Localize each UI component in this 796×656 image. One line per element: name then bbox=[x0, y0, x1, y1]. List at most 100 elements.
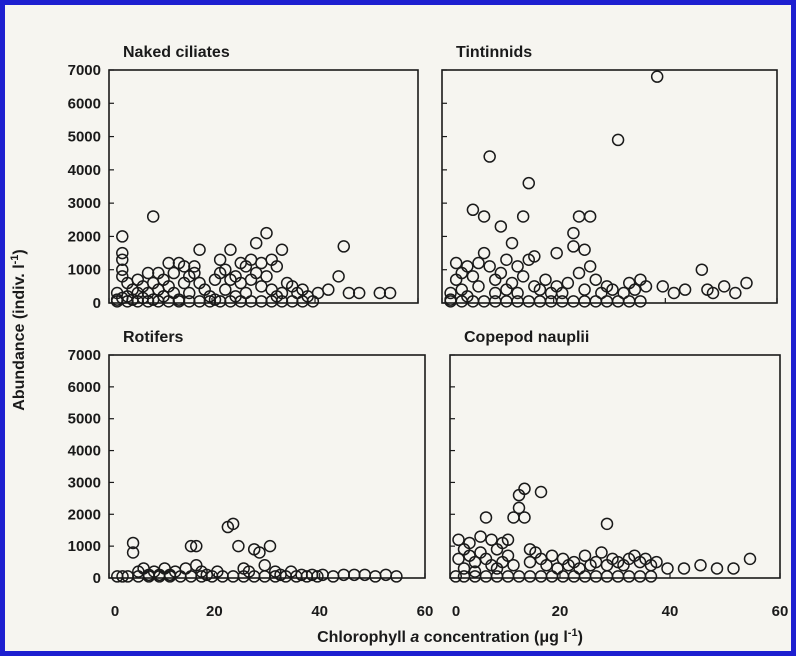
tintinnids-point bbox=[561, 276, 575, 290]
naked-ciliates-point bbox=[219, 263, 232, 276]
tintinnids-plot-frame bbox=[441, 69, 778, 304]
copepod-nauplii-point bbox=[507, 559, 520, 572]
naked-ciliates-y-tick-label: 1000 bbox=[68, 262, 101, 279]
tintinnids-point bbox=[477, 295, 491, 308]
tintinnids-point bbox=[449, 256, 463, 270]
tintinnids-point bbox=[483, 150, 496, 163]
copepod-nauplii-x-tick-label: 0 bbox=[452, 603, 460, 620]
copepod-nauplii-point bbox=[474, 530, 487, 543]
naked-ciliates-point bbox=[183, 286, 196, 300]
naked-ciliates-point bbox=[255, 295, 268, 308]
tintinnids-point bbox=[617, 286, 630, 300]
rotifers-x-tick-label: 0 bbox=[111, 603, 119, 620]
copepod-nauplii-point bbox=[727, 562, 740, 575]
copepod-nauplii-point bbox=[545, 570, 559, 583]
copepod-nauplii-point bbox=[710, 562, 724, 575]
tintinnids-point bbox=[611, 133, 625, 147]
copepod-nauplii-point bbox=[578, 570, 592, 583]
rotifers-point bbox=[116, 570, 129, 583]
tintinnids-point bbox=[634, 295, 647, 308]
tintinnids-point bbox=[556, 295, 569, 308]
rotifers-y-tick-label: 3000 bbox=[68, 474, 101, 491]
rotifers-point bbox=[226, 517, 240, 531]
rotifers-point bbox=[184, 539, 198, 553]
rotifers-y-tick-label: 1000 bbox=[68, 538, 101, 555]
naked-ciliates-y-tick-label: 3000 bbox=[68, 195, 101, 212]
tintinnids-point bbox=[528, 250, 541, 263]
copepod-nauplii-point bbox=[622, 570, 636, 583]
tintinnids-point bbox=[706, 286, 720, 300]
rotifers-point bbox=[369, 570, 382, 583]
naked-ciliates-point bbox=[219, 283, 232, 296]
copepod-nauplii-point bbox=[452, 533, 465, 547]
copepod-nauplii-point bbox=[633, 570, 647, 583]
copepod-nauplii-point bbox=[589, 555, 603, 569]
rotifers-point bbox=[253, 546, 266, 559]
copepod-nauplii-x-tick-label: 60 bbox=[772, 603, 789, 620]
rotifers-point bbox=[390, 570, 403, 583]
tintinnids-point bbox=[695, 263, 709, 276]
rotifers-point bbox=[258, 570, 271, 583]
naked-ciliates-point bbox=[286, 295, 299, 308]
tintinnids-point bbox=[578, 283, 591, 296]
tintinnids-point bbox=[505, 236, 519, 250]
tintinnids-point bbox=[550, 246, 563, 260]
tintinnids-point bbox=[623, 295, 636, 308]
naked-ciliates-point bbox=[270, 260, 284, 273]
tintinnids-point bbox=[511, 260, 524, 273]
naked-ciliates-point bbox=[213, 253, 227, 266]
copepod-nauplii-x-tick-label: 20 bbox=[552, 603, 569, 620]
rotifers-point bbox=[311, 570, 324, 583]
tintinnids-point bbox=[650, 70, 664, 83]
tintinnids-point bbox=[522, 176, 535, 190]
copepod-nauplii-point bbox=[578, 549, 592, 562]
naked-ciliates-panel: Naked ciliates 0 1000 2000 3000 4000 5000 6000 7… bbox=[68, 44, 419, 312]
tintinnids-point bbox=[729, 286, 742, 300]
naked-ciliates-point bbox=[188, 266, 201, 280]
copepod-nauplii-point bbox=[479, 511, 493, 524]
copepod-nauplii-point bbox=[518, 482, 531, 496]
copepod-nauplii-point bbox=[523, 570, 537, 583]
tintinnids-point bbox=[578, 295, 591, 308]
rotifers-point bbox=[126, 546, 140, 559]
naked-ciliates-y-tick-label: 7000 bbox=[68, 62, 101, 79]
naked-ciliates-point bbox=[116, 230, 129, 243]
copepod-nauplii-point bbox=[452, 552, 465, 566]
copepod-nauplii-point bbox=[449, 570, 462, 583]
tintinnids-point bbox=[489, 295, 502, 308]
tintinnids-point bbox=[740, 276, 753, 290]
tintinnids-point bbox=[500, 253, 513, 266]
rotifers-x-tick-label: 60 bbox=[417, 603, 434, 620]
copepod-nauplii-x-tick-label: 40 bbox=[662, 603, 679, 620]
tintinnids-point bbox=[533, 295, 547, 308]
rotifers-point bbox=[179, 562, 192, 575]
rotifers-point bbox=[190, 539, 203, 553]
copepod-nauplii-point bbox=[556, 570, 570, 583]
copepod-nauplii-point bbox=[650, 555, 663, 569]
tintinnids-point bbox=[477, 246, 491, 260]
copepod-nauplii-point bbox=[534, 485, 548, 499]
copepod-nauplii-point bbox=[468, 555, 482, 569]
tintinnids-point bbox=[578, 243, 591, 256]
copepod-nauplii-point bbox=[512, 501, 526, 515]
copepod-nauplii-point bbox=[743, 552, 757, 566]
rotifers-y-tick-label: 4000 bbox=[68, 443, 101, 460]
copepod-nauplii-point bbox=[512, 570, 526, 583]
naked-ciliates-point bbox=[306, 295, 320, 308]
tintinnids-point bbox=[583, 210, 597, 223]
rotifers-x-tick-label: 40 bbox=[311, 603, 328, 620]
tintinnids-point bbox=[522, 295, 535, 308]
tintinnids-point bbox=[483, 260, 496, 273]
rotifers-point bbox=[263, 539, 277, 553]
tintinnids-point bbox=[444, 286, 457, 300]
tintinnids-point bbox=[600, 295, 614, 308]
naked-ciliates-y-tick-label: 0 bbox=[93, 295, 101, 312]
copepod-nauplii-point bbox=[589, 570, 603, 583]
y-axis-label: Abundance (indiv. l-1) bbox=[9, 249, 28, 410]
naked-ciliates-point bbox=[249, 236, 263, 250]
tintinnids-point bbox=[589, 295, 602, 308]
copepod-nauplii-point bbox=[518, 511, 531, 524]
naked-ciliates-point bbox=[352, 286, 366, 300]
naked-ciliates-point bbox=[255, 256, 268, 270]
tintinnids-point bbox=[589, 273, 602, 286]
